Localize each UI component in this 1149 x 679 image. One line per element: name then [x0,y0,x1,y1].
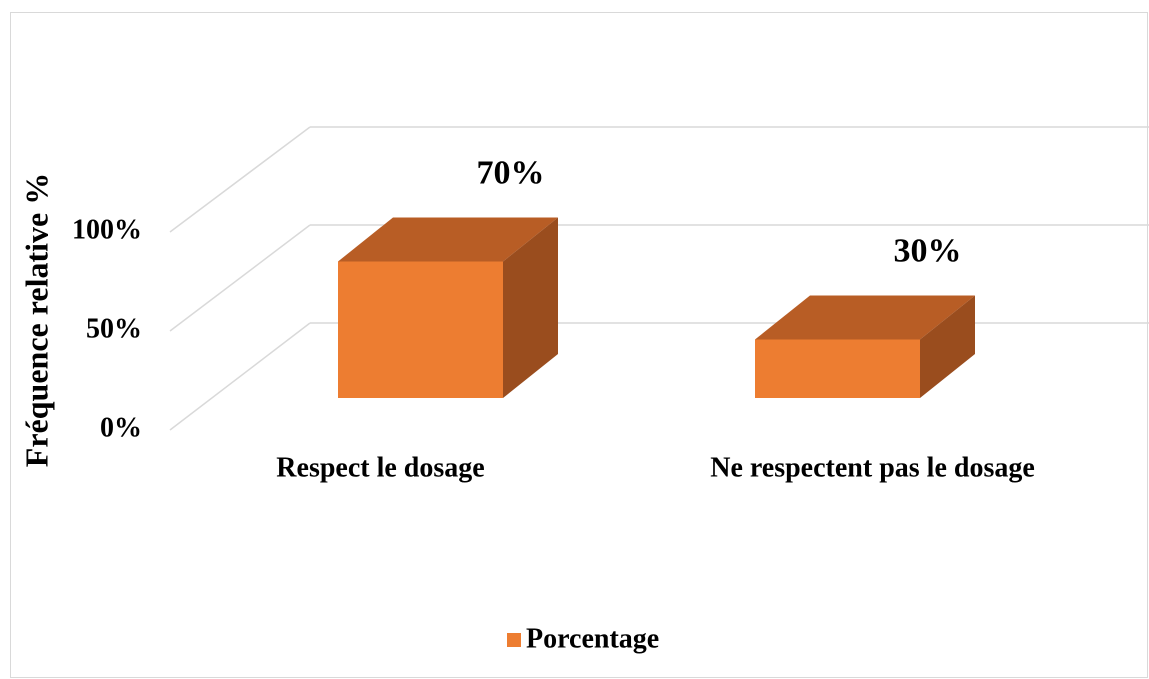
legend-swatch [507,633,521,647]
y-tick-label: 100% [72,214,142,245]
data-label: 70% [477,154,545,191]
grid-line [169,322,311,431]
y-axis-title: Fréquence relative % [18,173,54,467]
legend-label: Porcentage [526,623,659,654]
bar-top [755,295,975,340]
bar-side [503,217,558,398]
chart-border [10,12,1148,678]
bar-side [920,295,975,398]
bar-top [338,217,558,262]
grid-line [169,224,311,332]
y-tick-label: 50% [86,313,142,344]
data-label: 30% [894,232,962,269]
bar [755,339,920,398]
x-tick-label: Ne respectent pas le dosage [710,452,1035,483]
y-tick-label: 0% [100,412,142,443]
grid-line [169,126,311,233]
bar [338,261,503,398]
x-tick-label: Respect le dosage [276,452,484,483]
